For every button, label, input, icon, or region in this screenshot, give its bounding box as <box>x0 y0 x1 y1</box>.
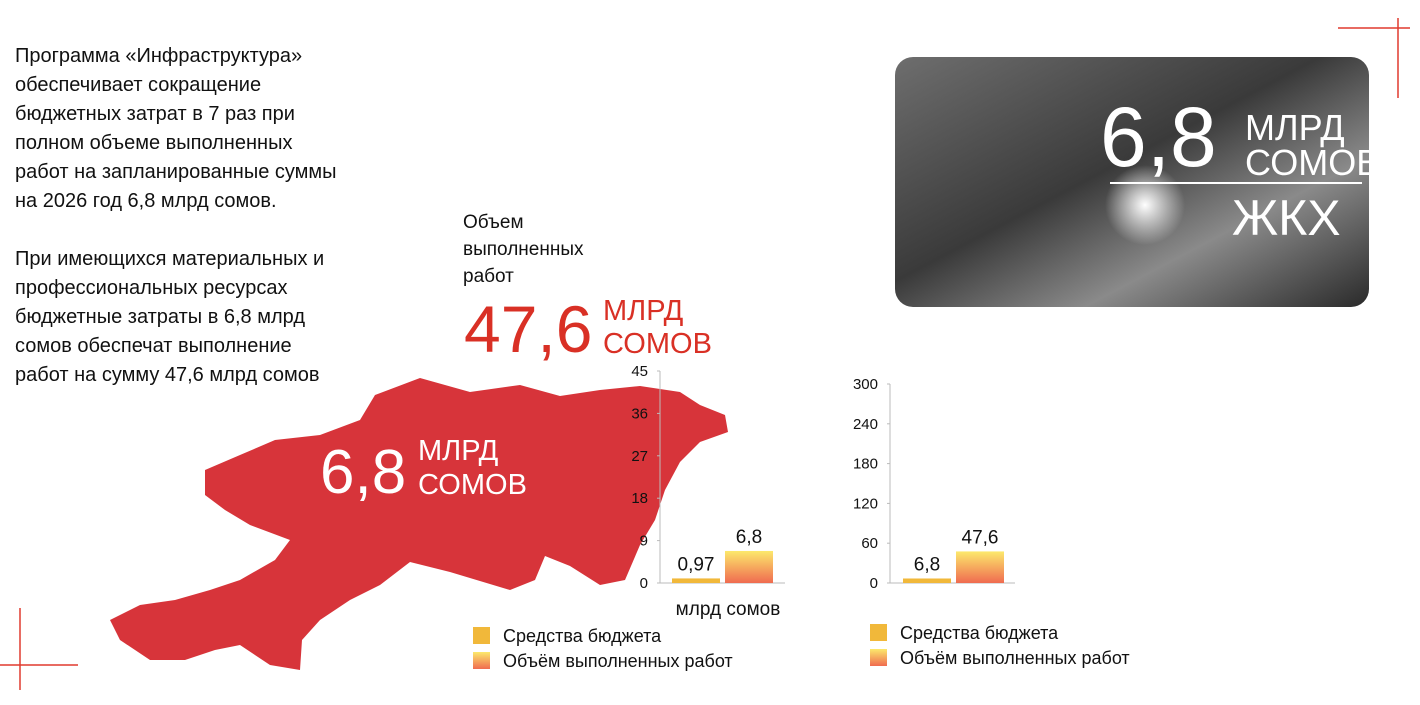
y-tick-label: 240 <box>853 416 878 433</box>
legend-swatch <box>473 652 490 669</box>
y-tick-label: 0 <box>640 575 648 592</box>
legend-swatch <box>870 624 887 641</box>
paragraph-line: бюджетных затрат в 7 раз при <box>15 103 295 125</box>
legend-swatch <box>473 627 490 644</box>
photo-caption: ЖКХ <box>1232 190 1341 246</box>
value-label: 6,8 <box>736 527 762 548</box>
paragraph-line: Программа «Инфраструктура» <box>15 45 302 67</box>
bar <box>903 578 951 583</box>
bar <box>672 578 720 583</box>
works-unit: МЛРД <box>603 295 684 327</box>
bar <box>956 551 1004 583</box>
y-tick-label: 0 <box>870 575 878 592</box>
map-value: 6,8 <box>320 438 406 507</box>
map-shape <box>110 378 728 670</box>
y-tick-label: 36 <box>631 405 648 422</box>
legend-label: Объём выполненных работ <box>900 648 1130 668</box>
works-value: 47,6 <box>464 292 592 366</box>
photo-spark <box>1105 165 1185 245</box>
paragraph-line: сомов обеспечат выполнение <box>15 335 292 357</box>
legend-label: Средства бюджета <box>900 623 1059 643</box>
y-tick-label: 180 <box>853 456 878 473</box>
paragraph-line: бюджетные затраты в 6,8 млрд <box>15 306 305 328</box>
photo-unit: МЛРД <box>1245 107 1345 148</box>
paragraph-line: При имеющихся материальных и <box>15 248 324 270</box>
paragraph-line: профессиональных ресурсах <box>15 277 287 299</box>
works-unit: СОМОВ <box>603 328 712 360</box>
y-tick-label: 18 <box>631 490 648 507</box>
y-tick-label: 300 <box>853 376 878 393</box>
map-unit: МЛРД <box>418 435 499 467</box>
y-tick-label: 120 <box>853 495 878 512</box>
value-label: 47,6 <box>962 527 999 548</box>
legend-swatch <box>870 649 887 666</box>
y-tick-label: 27 <box>631 448 648 465</box>
photo-unit: СОМОВ <box>1245 142 1380 183</box>
paragraph-line: работ на сумму 47,6 млрд сомов <box>15 364 320 386</box>
photo-value: 6,8 <box>1100 90 1217 184</box>
y-tick-label: 60 <box>861 535 878 552</box>
works-label: работ <box>463 266 514 287</box>
map-unit: СОМОВ <box>418 469 527 501</box>
legend-label: Объём выполненных работ <box>503 651 733 671</box>
paragraph-line: обеспечивает сокращение <box>15 74 261 96</box>
value-label: 0,97 <box>678 554 715 575</box>
value-label: 6,8 <box>914 554 940 575</box>
paragraph-line: работ на запланированные суммы <box>15 161 337 183</box>
paragraph-line: полном объеме выполненных <box>15 132 292 154</box>
works-label: Объем <box>463 212 524 233</box>
x-axis-label: млрд сомов <box>676 599 781 620</box>
bar <box>725 550 773 583</box>
y-tick-label: 45 <box>631 363 648 380</box>
y-tick-label: 9 <box>640 533 648 550</box>
legend-label: Средства бюджета <box>503 626 662 646</box>
works-label: выполненных <box>463 239 584 260</box>
paragraph-line: на 2026 год 6,8 млрд сомов. <box>15 190 277 212</box>
